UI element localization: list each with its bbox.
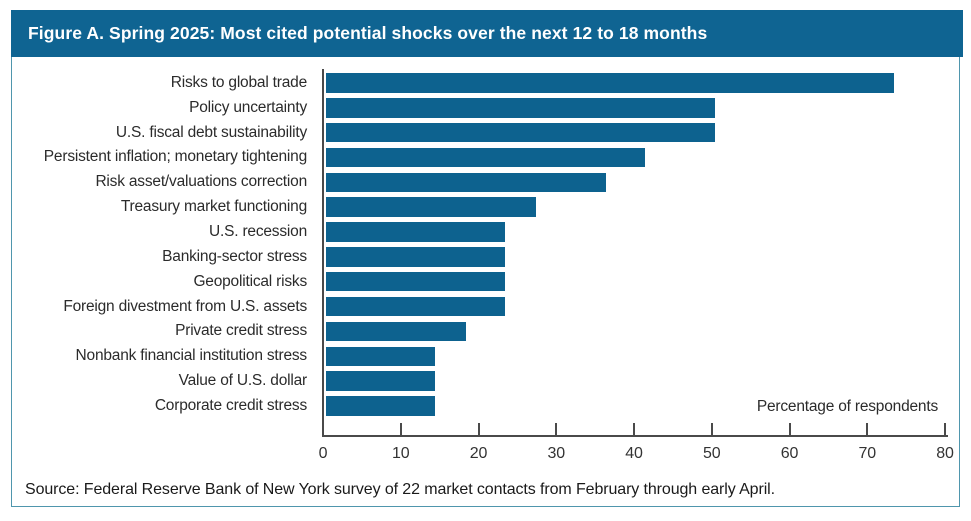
bar-track [324,73,946,93]
bar [326,296,505,317]
bar [326,396,435,416]
category-label: Risk asset/valuations correction [95,173,307,191]
bar-track [324,321,946,342]
bar-track [324,271,946,292]
x-axis-tick-label: 50 [703,445,721,462]
bar [326,271,505,292]
x-axis-tick [477,423,480,436]
chart-area: Risks to global trade Policy uncertainty U… [12,71,958,419]
x-axis-tick-label: 80 [936,445,954,462]
category-label: Private credit stress [175,322,307,340]
bar-track [324,172,946,193]
bar-row: Banking-sector stress [12,244,958,269]
bar [326,73,894,93]
bar-track [324,371,946,391]
bar-row: Value of U.S. dollar [12,369,958,394]
category-label: Foreign divestment from U.S. assets [63,297,307,315]
figure-title: Figure A. Spring 2025: Most cited potent… [28,23,708,43]
bar-track [324,98,946,118]
x-axis-tick [944,423,946,436]
x-axis-tick-label: 0 [318,445,328,462]
x-axis-tick [788,423,791,436]
category-label: Risks to global trade [170,73,307,91]
bar [326,346,435,367]
x-axis-tick [322,423,324,436]
x-axis-tick-label: 20 [469,445,488,462]
bar-track [324,346,946,367]
x-axis-tick [866,423,869,436]
x-axis-tick-label: 10 [392,445,410,462]
category-label: Corporate credit stress [154,396,307,414]
category-label: Treasury market functioning [120,198,307,216]
bar [326,172,606,193]
category-label: Policy uncertainty [189,98,307,116]
bar [326,197,536,217]
bar [326,147,645,168]
category-label: Geopolitical risks [193,272,307,290]
source-text: Source: Federal Reserve Bank of New York… [25,481,775,498]
bar-row: Risks to global trade [12,71,958,96]
bar [326,371,435,391]
x-axis-tick-label: 40 [625,445,643,462]
x-axis-tick [555,423,558,436]
bar-track [324,296,946,317]
bar-row: Geopolitical risks [12,269,958,294]
bar-track [324,197,946,217]
bar-row: Foreign divestment from U.S. assets [12,294,958,319]
bar-row: Persistent inflation; monetary tightenin… [12,145,958,170]
x-axis-tick [633,423,635,436]
bar [326,222,505,242]
bar [326,98,715,118]
figure-title-bar: Figure A. Spring 2025: Most cited potent… [11,10,963,57]
bar-row: Corporate credit stress [12,394,958,419]
category-label: Banking-sector stress [162,247,307,265]
bar-row: Nonbank financial institution stress [12,344,958,369]
bar-track [324,396,946,416]
bar-row: Risk asset/valuations correction [12,170,958,195]
bar-track [324,147,946,168]
category-label: Nonbank financial institution stress [75,347,308,365]
category-label: U.S. recession [209,223,307,241]
y-axis-line [322,69,324,437]
bar-row: U.S. recession [12,220,958,245]
bar-row: Private credit stress [12,319,958,344]
x-axis-tick [399,423,402,436]
bar-track [324,122,946,143]
category-label: Value of U.S. dollar [178,372,308,390]
bar [326,122,715,143]
category-label: U.S. fiscal debt sustainability [115,123,307,141]
bar-track [324,247,946,267]
bar-row: U.S. fiscal debt sustainability [12,120,958,145]
bar-row: Treasury market functioning [12,195,958,220]
x-axis-tick-label: 70 [858,445,877,462]
category-label: Persistent inflation; monetary tightenin… [43,148,307,166]
bar [326,321,466,342]
x-axis-line [322,435,948,437]
x-axis-tick-label: 60 [780,445,799,462]
bar-track [324,222,946,242]
x-axis-title: Percentage of respondents [756,398,938,415]
bar [326,247,505,267]
x-axis-tick-label: 30 [547,445,566,462]
x-axis-tick [710,423,713,436]
bar-row: Policy uncertainty [12,95,958,120]
